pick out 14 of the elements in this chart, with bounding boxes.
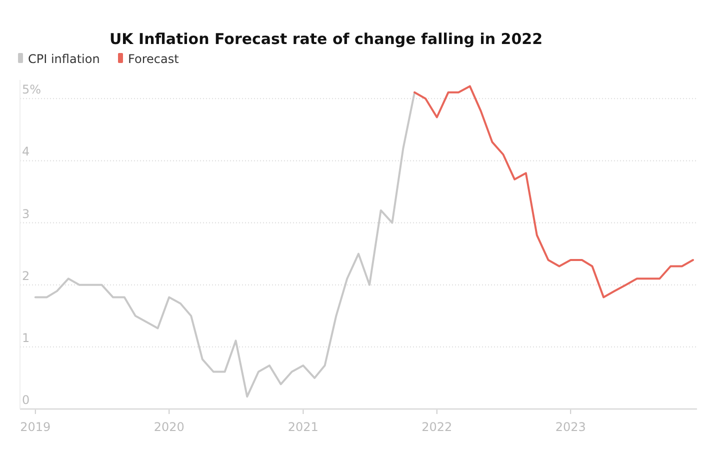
- legend-label: Forecast: [128, 52, 180, 66]
- y-tick-label: 0: [22, 393, 30, 407]
- x-tick-label: 2022: [422, 420, 452, 434]
- y-tick-label: 3: [22, 206, 30, 221]
- chart-title: UK Inflation Forecast rate of change falling in 2022: [109, 30, 543, 48]
- y-tick-label: 1: [22, 330, 30, 345]
- x-tick-label: 2020: [154, 420, 184, 434]
- x-tick-label: 2021: [288, 420, 318, 434]
- y-tick-label: 5%: [22, 82, 42, 97]
- legend-label: CPI inflation: [28, 52, 100, 66]
- y-tick-label: 4: [22, 144, 30, 159]
- x-tick-label: 2019: [20, 420, 51, 434]
- x-tick-label: 2023: [555, 420, 586, 434]
- y-tick-label: 2: [22, 268, 30, 283]
